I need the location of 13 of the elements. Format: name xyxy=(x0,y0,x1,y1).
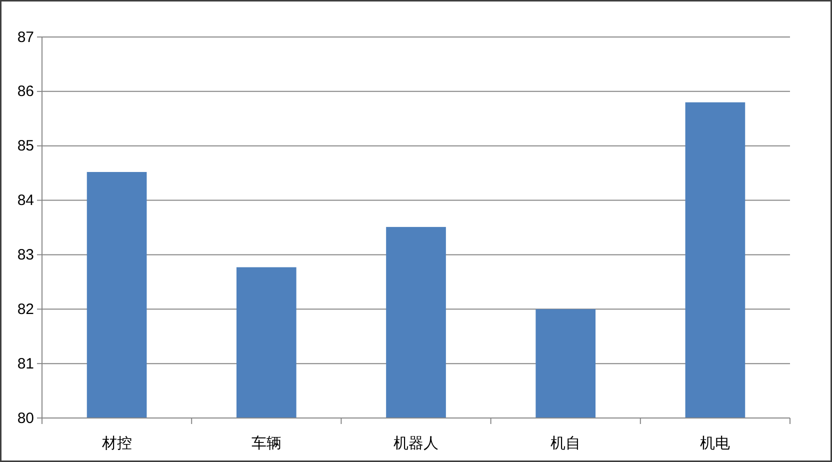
x-tick-label: 车辆 xyxy=(251,434,282,452)
y-tick-label: 82 xyxy=(17,300,34,318)
y-tick-label: 87 xyxy=(17,28,34,46)
x-tick-label: 机器人 xyxy=(394,434,438,452)
x-tick-label: 机自 xyxy=(550,434,581,452)
y-tick-label: 83 xyxy=(17,246,34,264)
y-tick-label: 85 xyxy=(17,138,34,155)
y-tick-label: 86 xyxy=(17,83,34,100)
x-tick-label: 材控 xyxy=(100,434,132,452)
y-tick-label: 80 xyxy=(17,410,34,427)
x-tick-label: 机电 xyxy=(700,434,730,452)
y-tick-label: 81 xyxy=(17,355,34,372)
y-tick-label: 84 xyxy=(17,192,34,210)
